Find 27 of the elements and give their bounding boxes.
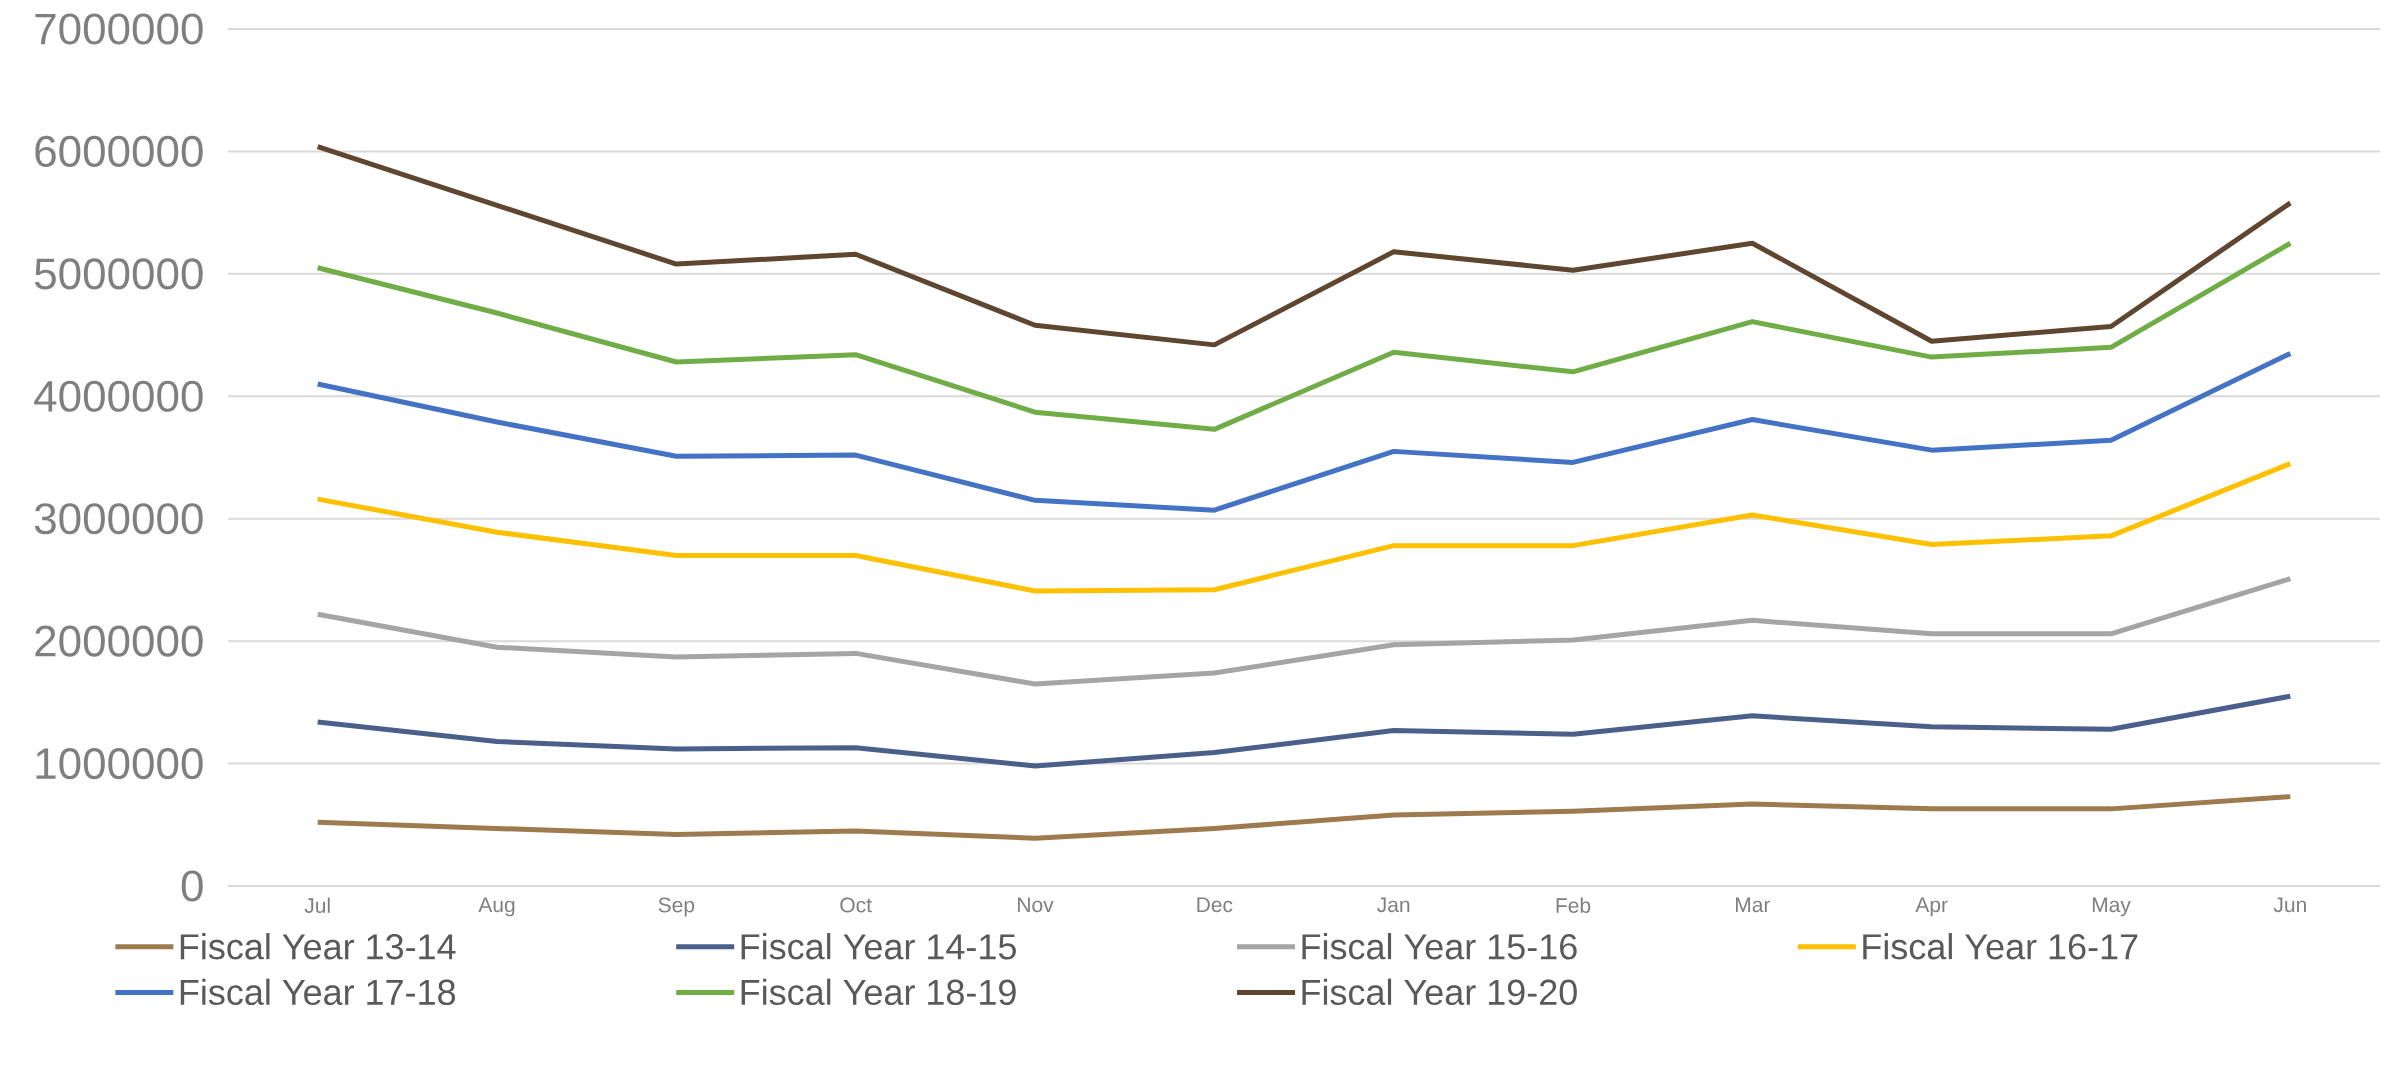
x-tick-label: Apr [1915,897,1948,917]
x-tick-label: Jul [304,897,330,913]
x-tick-label: Oct [840,897,872,913]
y-tick-label: 1000000 [36,747,203,780]
y-tick-label: 3000000 [34,503,203,535]
legend-label: Fiscal Year 17-18 [180,978,456,1006]
y-tick-label: 4000000 [34,380,203,412]
y-tick-label: 7000000 [35,13,203,45]
legend-label: Fiscal Year 16-17 [1863,933,2138,960]
x-tick-label: Jan [1377,897,1410,913]
x-tick-label: Aug [478,897,515,917]
legend-label: Fiscal Year 19-20 [1302,978,1577,1006]
legend-label: Fiscal Year 13-14 [180,933,456,960]
x-tick-label: Jun [2273,897,2306,913]
y-tick-label: 2000000 [35,625,203,657]
y-tick-label: 0 [181,870,203,902]
x-tick-label: Feb [1556,897,1591,913]
x-tick-label: Mar [1735,897,1771,913]
y-tick-label: 5000000 [34,258,203,290]
x-tick-label: Nov [1018,897,1054,913]
x-tick-label: May [2092,897,2131,917]
legend-label: Fiscal Year 18-19 [741,978,1016,1006]
y-tick-label: 6000000 [35,135,203,167]
x-tick-label: Dec [1197,897,1233,913]
x-tick-label: Sep [658,897,695,917]
legend-label: Fiscal Year 14-15 [741,933,1016,960]
legend-label: Fiscal Year 15-16 [1302,933,1577,960]
